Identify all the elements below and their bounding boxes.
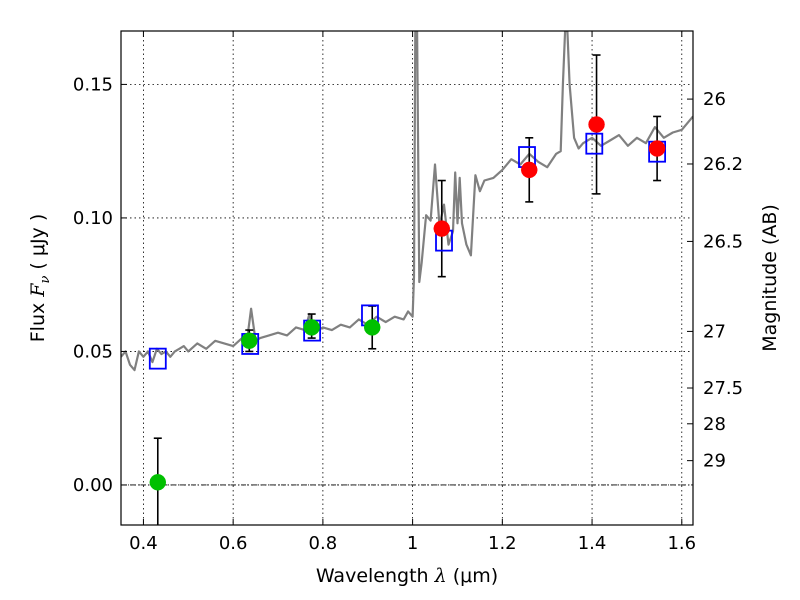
- y-tick-label: 0.15: [73, 74, 113, 95]
- nir-point: [433, 220, 451, 237]
- y-axis-ticks: 0.00 0.05 0.10 0.15: [73, 74, 127, 496]
- x-axis-title: Wavelength λ (μm): [316, 565, 498, 587]
- model-square: [585, 132, 604, 155]
- x-axis-ticks: 0.4 0.6 0.8 1 1.2 1.4 1.6: [129, 31, 696, 554]
- grid: [121, 31, 693, 525]
- model-square: [148, 347, 167, 370]
- x-tick-label: 0.8: [309, 533, 338, 554]
- x-tick-label: 1: [407, 533, 418, 554]
- y2-axis-title: Magnitude (AB): [759, 204, 781, 352]
- y2-tick-label: 26: [703, 89, 726, 110]
- y2-tick-label: 26.5: [703, 231, 743, 252]
- y2-axis-ticks: 26 26.2 26.5 27 27.5 28 29: [687, 89, 743, 472]
- y2-tick-label: 27.5: [703, 378, 743, 399]
- spectrum-polyline: [121, 31, 693, 372]
- nir-point: [521, 161, 538, 179]
- spectrum-line: [121, 31, 693, 372]
- y-tick-label: 0.05: [73, 341, 113, 362]
- optical-point: [149, 474, 167, 491]
- plot-frame: [120, 30, 694, 526]
- x-tick-label: 0.6: [219, 533, 248, 554]
- x-tick-label: 1.2: [488, 533, 517, 554]
- y2-tick-label: 26.2: [703, 154, 743, 175]
- optical-point: [241, 332, 258, 350]
- y2-tick-label: 29: [703, 451, 726, 472]
- optical-point: [363, 319, 381, 336]
- optical-point: [303, 319, 320, 336]
- y-tick-label: 0.10: [73, 208, 113, 229]
- y-axis-title: Flux Fν ( μJy ): [27, 214, 53, 343]
- y-tick-label: 0.00: [73, 475, 113, 496]
- nir-point: [588, 116, 605, 133]
- measured-points: [149, 116, 666, 491]
- y2-tick-label: 27: [703, 321, 726, 342]
- y2-tick-label: 28: [703, 414, 726, 435]
- nir-point: [648, 140, 666, 157]
- x-tick-label: 1.4: [578, 533, 607, 554]
- x-tick-label: 0.4: [129, 533, 158, 554]
- x-tick-label: 1.6: [667, 533, 696, 554]
